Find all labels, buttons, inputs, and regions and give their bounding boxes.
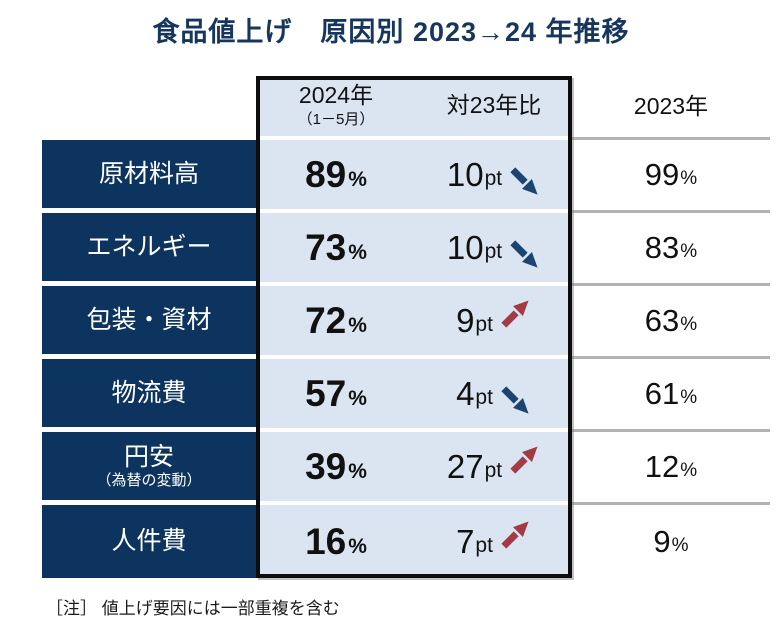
value-2023-cell: 63% — [572, 286, 770, 359]
value-2024: 73 — [305, 226, 347, 268]
pt-unit: pt — [475, 385, 493, 409]
header-diff: 対23年比 — [416, 76, 572, 140]
value-2023: 9 — [653, 523, 671, 559]
pt-unit: pt — [484, 166, 503, 190]
row-label: 人件費 — [111, 527, 187, 556]
value-2024-cell: 39% — [256, 432, 416, 505]
value-2024: 89 — [305, 153, 347, 195]
header-2024-sublabel: （1－5月） — [297, 111, 375, 129]
row-label-cell: 包装・資材 — [42, 286, 256, 359]
value-2024-cell: 72% — [256, 286, 416, 359]
diff-cell: 9 pt — [416, 286, 572, 359]
header-2023: 2023年 — [572, 76, 770, 140]
pt-unit: pt — [475, 533, 493, 557]
row-label-cell: 物流費 — [42, 359, 256, 432]
row-sublabel: （為替の変動） — [96, 471, 202, 489]
value-2023: 99 — [644, 157, 680, 192]
value-2023: 61 — [644, 376, 680, 411]
pt-unit: pt — [484, 458, 503, 482]
value-2024: 72 — [305, 299, 347, 341]
percent-unit-2023: % — [680, 241, 698, 262]
row-label: 円安 — [123, 443, 174, 471]
value-2023: 12 — [644, 449, 680, 484]
diff-value: 10 — [446, 228, 484, 266]
diff-value: 4 — [456, 374, 475, 412]
row-label: 原材料高 — [98, 159, 199, 188]
percent-unit-2023: % — [680, 387, 698, 408]
trend-up-arrow-icon — [499, 297, 532, 330]
footnote: ［注］ 値上げ要因には一部重複を含む — [46, 599, 340, 618]
value-2023-cell: 83% — [572, 213, 770, 286]
diff-cell: 10 pt — [416, 140, 572, 213]
diff-cell: 7 pt — [416, 505, 572, 578]
percent-unit: % — [348, 240, 367, 264]
row-label-cell: 人件費 — [42, 505, 256, 578]
row-label-cell: 原材料高 — [42, 140, 256, 213]
header-diff-label: 対23年比 — [446, 92, 542, 119]
diff-value: 9 — [456, 301, 475, 339]
trend-down-arrow-icon — [508, 165, 541, 198]
value-2024-cell: 89% — [256, 140, 416, 213]
row-label-cell: 円安 （為替の変動） — [42, 432, 256, 505]
diff-value: 7 — [456, 522, 475, 560]
value-2024-cell: 16% — [256, 505, 416, 578]
row-label-cell: エネルギー — [42, 213, 256, 286]
diff-value: 10 — [446, 155, 484, 193]
header-2024: 2024年 （1－5月） — [256, 76, 416, 140]
price-table: 2024年 （1－5月） 対23年比 2023年 原材料高 89% 10 pt 9… — [42, 76, 770, 578]
value-2023-cell: 12% — [572, 432, 770, 505]
percent-unit-2023: % — [680, 314, 698, 335]
trend-down-arrow-icon — [508, 238, 541, 271]
diff-cell: 27 pt — [416, 432, 572, 505]
value-2023-cell: 9% — [572, 505, 770, 578]
percent-unit: % — [348, 459, 367, 483]
page-title: 食品値上げ 原因別 2023→24 年推移 — [152, 17, 630, 47]
header-2024-label: 2024年 — [298, 81, 374, 108]
trend-up-arrow-icon — [508, 443, 541, 476]
percent-unit-2023: % — [680, 168, 698, 189]
value-2023-cell: 61% — [572, 359, 770, 432]
value-2024-cell: 73% — [256, 213, 416, 286]
value-2024: 39 — [305, 445, 347, 487]
row-label: エネルギー — [86, 232, 212, 261]
percent-unit: % — [348, 313, 367, 337]
row-label: 包装・資材 — [86, 305, 212, 334]
value-2023-cell: 99% — [572, 140, 770, 213]
percent-unit: % — [348, 386, 367, 410]
trend-up-arrow-icon — [499, 518, 532, 551]
row-label: 物流費 — [111, 378, 187, 407]
value-2023: 83 — [644, 230, 680, 265]
diff-value: 27 — [446, 447, 484, 485]
percent-unit-2023: % — [680, 460, 698, 481]
pt-unit: pt — [484, 239, 503, 263]
pt-unit: pt — [475, 312, 493, 336]
percent-unit-2023: % — [671, 534, 689, 556]
header-spacer — [42, 76, 256, 140]
value-2024: 57 — [305, 372, 347, 414]
value-2023: 63 — [644, 303, 680, 338]
diff-cell: 10 pt — [416, 213, 572, 286]
percent-unit: % — [348, 534, 367, 558]
header-2023-label: 2023年 — [633, 92, 709, 119]
value-2024-cell: 57% — [256, 359, 416, 432]
diff-cell: 4 pt — [416, 359, 572, 432]
value-2024: 16 — [305, 520, 347, 562]
trend-down-arrow-icon — [499, 384, 532, 417]
percent-unit: % — [348, 167, 367, 191]
